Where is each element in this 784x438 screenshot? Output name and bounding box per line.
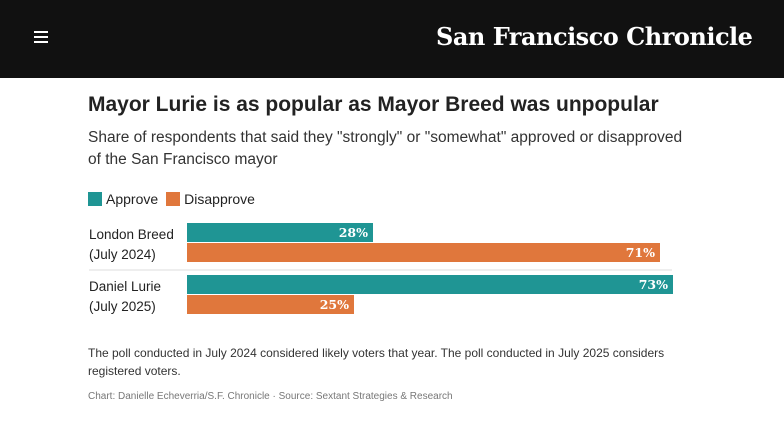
top-bar: San Francisco Chronicle bbox=[0, 0, 784, 78]
legend-item-approve: Approve bbox=[88, 191, 158, 207]
category-label: Daniel Lurie bbox=[89, 279, 161, 294]
bar-disapprove bbox=[187, 295, 354, 314]
chart-legend: Approve Disapprove bbox=[88, 191, 263, 207]
bar-approve bbox=[187, 223, 373, 242]
category-label: London Breed bbox=[89, 227, 174, 242]
legend-swatch-disapprove bbox=[166, 192, 181, 206]
chart-footnote: The poll conducted in July 2024 consider… bbox=[88, 346, 665, 378]
bar-approve bbox=[187, 275, 673, 294]
bar-disapprove bbox=[187, 243, 660, 262]
bar-value-label: 25% bbox=[320, 297, 349, 312]
legend-item-disapprove: Disapprove bbox=[166, 191, 255, 207]
bar-chart: London Breed (July 2024) 28% 71% Daniel Luri… bbox=[89, 223, 673, 314]
category-label: (July 2024) bbox=[89, 247, 156, 262]
legend-label-disapprove: Disapprove bbox=[184, 191, 255, 207]
bar-value-label: 28% bbox=[339, 225, 368, 240]
chart-title: Mayor Lurie is as popular as Mayor Breed… bbox=[88, 93, 659, 116]
bar-value-label: 73% bbox=[639, 277, 668, 292]
legend-label-approve: Approve bbox=[106, 191, 159, 207]
bar-value-label: 71% bbox=[626, 245, 655, 260]
hamburger-menu-icon[interactable] bbox=[34, 31, 50, 45]
category-label: (July 2025) bbox=[89, 299, 156, 314]
chart-subtitle: Share of respondents that said they "str… bbox=[88, 129, 683, 168]
chart-credit: Chart: Danielle Echeverria/S.F. Chronicl… bbox=[88, 391, 453, 402]
legend-swatch-approve bbox=[88, 192, 102, 206]
site-logo[interactable]: San Francisco Chronicle bbox=[436, 22, 753, 51]
